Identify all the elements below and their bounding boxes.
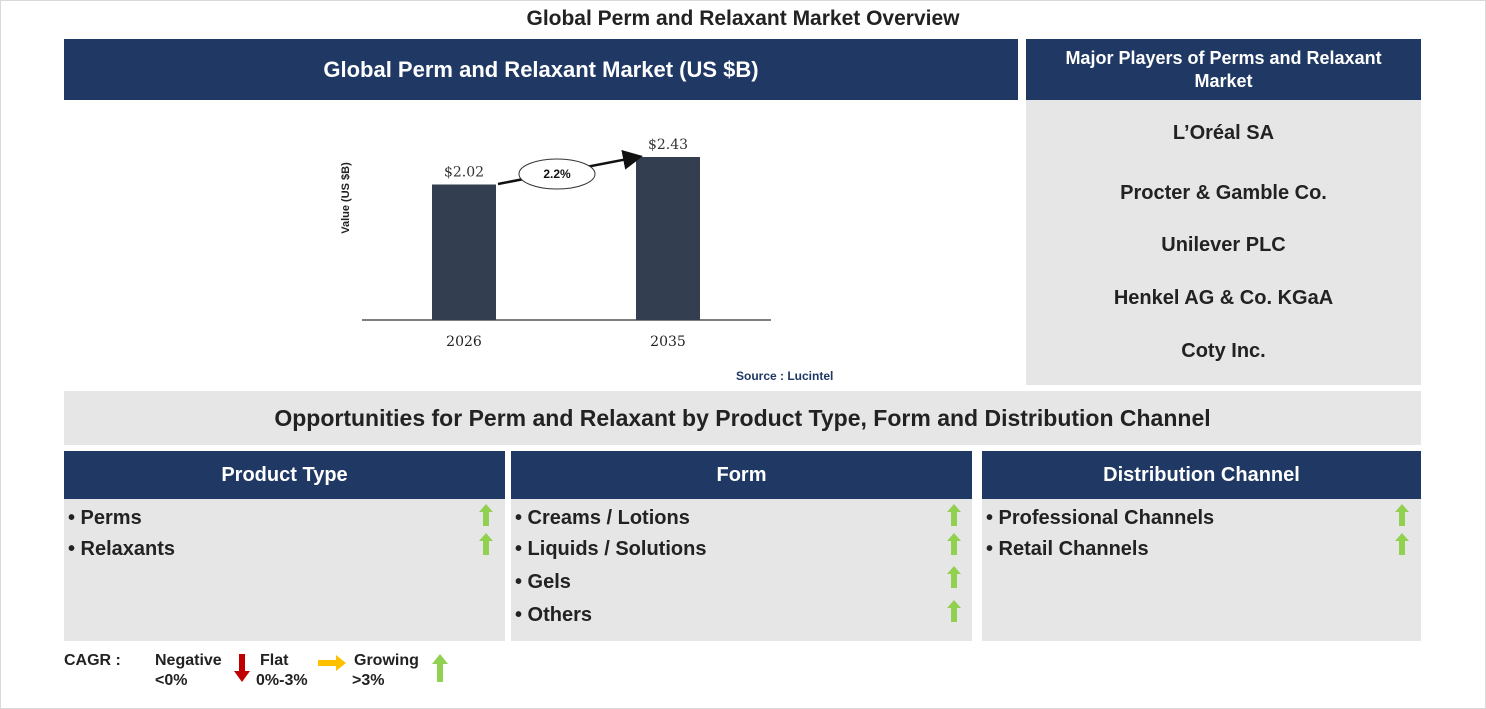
player-item: Procter & Gamble Co.	[1120, 182, 1327, 204]
segment-item: • Creams / Lotions	[515, 507, 690, 529]
growing-arrow-icon	[479, 533, 493, 555]
bar-chart: Value (US $B) $2.02 $2.43 2026 2035 2.2%	[340, 137, 771, 350]
segment-item: • Relaxants	[68, 538, 176, 560]
segment-list-product-type: • Perms • Relaxants	[64, 499, 505, 641]
segment-item: • Liquids / Solutions	[515, 538, 707, 560]
cagr-value: 2.2%	[543, 167, 571, 181]
segment-header-distribution-channel: Distribution Channel	[982, 451, 1421, 499]
player-item: Coty Inc.	[1181, 340, 1266, 362]
growing-arrow-icon	[432, 654, 448, 682]
growing-arrow-icon	[479, 504, 493, 526]
x-tick-2035: 2035	[650, 334, 686, 350]
negative-arrow-icon	[234, 654, 250, 682]
bar-2035	[636, 157, 700, 320]
flat-arrow-icon	[318, 655, 346, 671]
value-label-2035: $2.43	[648, 137, 688, 153]
players-header: Major Players of Perms and Relaxant Mark…	[1026, 39, 1421, 100]
legend-cagr-label: CAGR :	[64, 652, 121, 669]
legend-negative-range: <0%	[155, 672, 188, 689]
legend-flat-range: 0%-3%	[256, 672, 308, 689]
legend-growing-label: Growing	[354, 652, 419, 669]
growing-arrow-icon	[947, 504, 961, 526]
growing-arrow-icon	[947, 533, 961, 555]
segment-item: • Others	[515, 604, 593, 626]
growing-arrow-icon	[947, 566, 961, 588]
legend-flat-label: Flat	[260, 652, 289, 669]
growing-arrow-icon	[947, 600, 961, 622]
segment-item: • Retail Channels	[986, 538, 1149, 560]
segment-item: • Perms	[68, 507, 142, 529]
segment-item: • Gels	[515, 571, 571, 593]
player-item: L’Oréal SA	[1172, 122, 1275, 144]
player-item: Henkel AG & Co. KGaA	[1113, 287, 1334, 309]
segment-list-distribution-channel: • Professional Channels • Retail Channel…	[982, 499, 1421, 641]
growing-arrow-icon	[1395, 504, 1409, 526]
segment-header-product-type: Product Type	[64, 451, 505, 499]
chart-header: Global Perm and Relaxant Market (US $B)	[64, 39, 1018, 100]
legend-growing-range: >3%	[352, 672, 385, 689]
segment-item: • Professional Channels	[986, 507, 1215, 529]
growing-arrow-icon	[1395, 533, 1409, 555]
page-title: Global Perm and Relaxant Market Overview	[526, 7, 960, 30]
opportunities-title: Opportunities for Perm and Relaxant by P…	[64, 391, 1421, 445]
y-axis-label: Value (US $B)	[340, 162, 352, 234]
value-label-2026: $2.02	[444, 165, 484, 181]
segment-header-form: Form	[511, 451, 972, 499]
cagr-bubble	[518, 158, 596, 190]
x-tick-2026: 2026	[446, 334, 482, 350]
players-list: L’Oréal SA Procter & Gamble Co. Unilever…	[1026, 100, 1421, 385]
legend-negative-label: Negative	[155, 652, 222, 669]
segment-list-form: • Creams / Lotions • Liquids / Solutions…	[511, 499, 972, 641]
bar-2026	[432, 184, 496, 320]
player-item: Unilever PLC	[1161, 234, 1286, 256]
source-note: Source : Lucintel	[736, 369, 834, 383]
